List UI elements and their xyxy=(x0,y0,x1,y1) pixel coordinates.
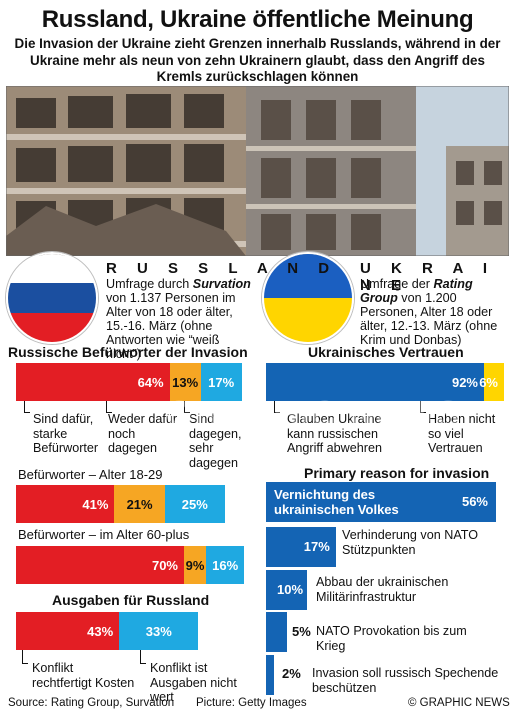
reason-label-5: Invasion soll russisch Spechende beschüt… xyxy=(312,666,499,695)
chart-title-primary-reason: Primary reason for invasion xyxy=(304,465,490,481)
bracket-cost-yes xyxy=(22,650,28,664)
chart-title-ukraine-confidence: Ukrainisches Vertrauen xyxy=(308,344,464,360)
reason-value-3: 10% xyxy=(277,582,304,597)
label-ua-yes: Glauben Ukraine kann russischen Angriff … xyxy=(287,412,382,455)
reason-label-4: NATO Provokation bis zum Krieg xyxy=(316,624,467,653)
reason-value-2: 17% xyxy=(303,539,330,554)
bar-segment-against: 17% xyxy=(200,363,242,401)
chart-title-age-60-plus: Befürworter – im Alter 60-plus xyxy=(18,527,190,542)
bracket-against xyxy=(184,401,190,413)
bracket-ua-no xyxy=(420,401,426,413)
page-title: Russland, Ukraine öffentliche Meinung xyxy=(41,6,474,33)
ukraine-heading: U K R A I N E xyxy=(360,260,496,294)
reason-bar-4 xyxy=(266,612,287,652)
reason-value-1: 56% xyxy=(461,494,488,509)
chart-title-costs: Ausgaben für Russland xyxy=(52,592,210,608)
bar-segment-against: 16% xyxy=(206,546,245,584)
reason-bar-1: Vernichtung des ukrainischen Volkes 56% xyxy=(266,482,496,522)
chart-title-age-18-29: Befürworter – Alter 18-29 xyxy=(18,467,163,482)
bar-segment-neutral: 21% xyxy=(114,485,165,523)
reason-label-3: Abbau der ukrainischen Militärinfrastruk… xyxy=(316,575,449,604)
bar-segment-support: 70% xyxy=(16,546,184,584)
bar-segment-neutral: 13% xyxy=(169,363,201,401)
bar-segment-support: 64% xyxy=(16,363,170,401)
reason-bar-2: 17% xyxy=(266,527,336,567)
costs-bar: 43% 33% xyxy=(16,612,256,650)
ukraine-confidence-bar: 92% 6% xyxy=(266,363,504,401)
label-cost-no: Konflikt ist Ausgaben nicht wert xyxy=(150,661,237,704)
reason-bar-5 xyxy=(266,655,275,695)
header-photo xyxy=(6,86,509,256)
ukraine-survey-info: Umfrage der Rating Group von 1.200 Perso… xyxy=(360,277,498,347)
russia-heading: R U S S L A N D xyxy=(106,260,338,277)
bar-segment-worth: 43% xyxy=(16,612,120,650)
bracket-support xyxy=(24,401,30,413)
age-60-plus-bar: 70% 9% 16% xyxy=(16,546,256,584)
label-cost-yes: Konflikt rechtfertigt Kosten xyxy=(32,661,135,690)
bar-segment-neutral: 9% xyxy=(184,546,206,584)
bracket-neutral xyxy=(106,401,112,413)
bar-segment-not-confident: 6% xyxy=(479,363,504,401)
label-against: Sind dagegen, sehr dagegen xyxy=(189,412,242,470)
bar-segment-support: 41% xyxy=(16,485,115,523)
footer-source: Source: Rating Group, Survation xyxy=(8,697,175,709)
reason-label-2: Verhinderung von NATO Stützpunkten xyxy=(342,528,479,557)
russia-support-bar: 64% 13% 17% xyxy=(16,363,256,401)
bar-segment-not-worth: 33% xyxy=(119,612,199,650)
age-18-29-bar: 41% 21% 25% xyxy=(16,485,256,523)
footer-picture: Picture: Getty Images xyxy=(196,697,307,709)
bar-segment-against: 25% xyxy=(164,485,225,523)
bracket-ua-yes xyxy=(274,401,280,413)
page-subtitle: Die Invasion der Ukraine zieht Grenzen i… xyxy=(14,36,501,84)
label-support: Sind dafür, starke Befürworter xyxy=(33,412,99,455)
bar-segment-confident: 92% xyxy=(266,363,484,401)
russia-flag-icon xyxy=(6,252,98,344)
label-ua-no: Haben nicht so viel Vertrauen xyxy=(428,412,496,455)
bracket-cost-no xyxy=(140,650,146,664)
chart-title-russia-support: Russische Befürworter der Invasion xyxy=(8,344,248,360)
reason-value-5: 2% xyxy=(282,666,301,681)
russia-survey-info: Umfrage durch Survation von 1.137 Person… xyxy=(106,277,251,361)
label-neutral: Weder dafür noch dagegen xyxy=(108,412,178,455)
reason-value-4: 5% xyxy=(292,624,311,639)
reason-label-1: Vernichtung des ukrainischen Volkes xyxy=(274,487,399,517)
reason-bar-3: 10% xyxy=(266,570,308,610)
footer-credit: © GRAPHIC NEWS xyxy=(408,697,510,709)
